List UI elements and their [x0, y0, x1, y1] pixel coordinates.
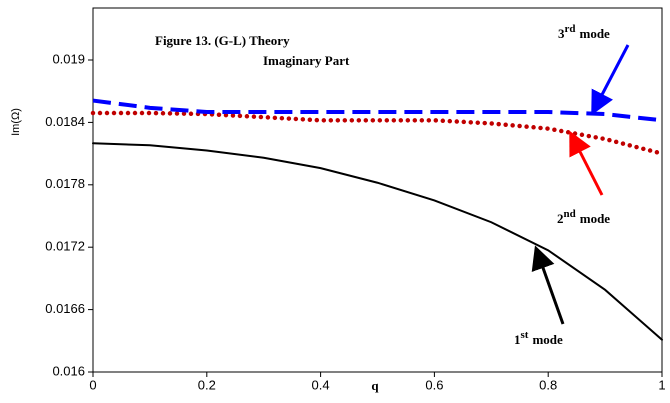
- x-tick-label: 0.2: [198, 377, 216, 392]
- x-tick-label: 0.4: [312, 377, 330, 392]
- chart-subtitle: Imaginary Part: [263, 53, 350, 68]
- arrow: [531, 245, 565, 325]
- series-line: [90, 110, 665, 156]
- x-tick-label: 1: [658, 377, 665, 392]
- arrow: [591, 44, 630, 116]
- annotation: 1st mode: [514, 329, 563, 347]
- x-tick-label: 0: [89, 377, 96, 392]
- arrow: [569, 130, 604, 196]
- plot-frame: [92, 7, 663, 373]
- annotation: 3rd mode: [558, 23, 610, 41]
- x-tick-label: 0.8: [539, 377, 557, 392]
- annotation: 2nd mode: [557, 208, 610, 226]
- x-tick-label: 0.6: [425, 377, 443, 392]
- chart-title: Figure 13. (G-L) Theory: [155, 33, 290, 48]
- series-line: [92, 98, 663, 123]
- y-tick-label: 0.0178: [45, 176, 85, 191]
- y-tick-label: 0.0166: [45, 301, 85, 316]
- y-tick-label: 0.0184: [45, 114, 85, 129]
- series-line: [92, 142, 663, 341]
- y-tick-label: 0.019: [52, 51, 85, 66]
- x-axis-label: q: [371, 378, 379, 393]
- y-axis-label: Im(Ω): [10, 108, 22, 136]
- y-tick-label: 0.0172: [45, 239, 85, 254]
- y-tick-label: 0.016: [52, 363, 85, 378]
